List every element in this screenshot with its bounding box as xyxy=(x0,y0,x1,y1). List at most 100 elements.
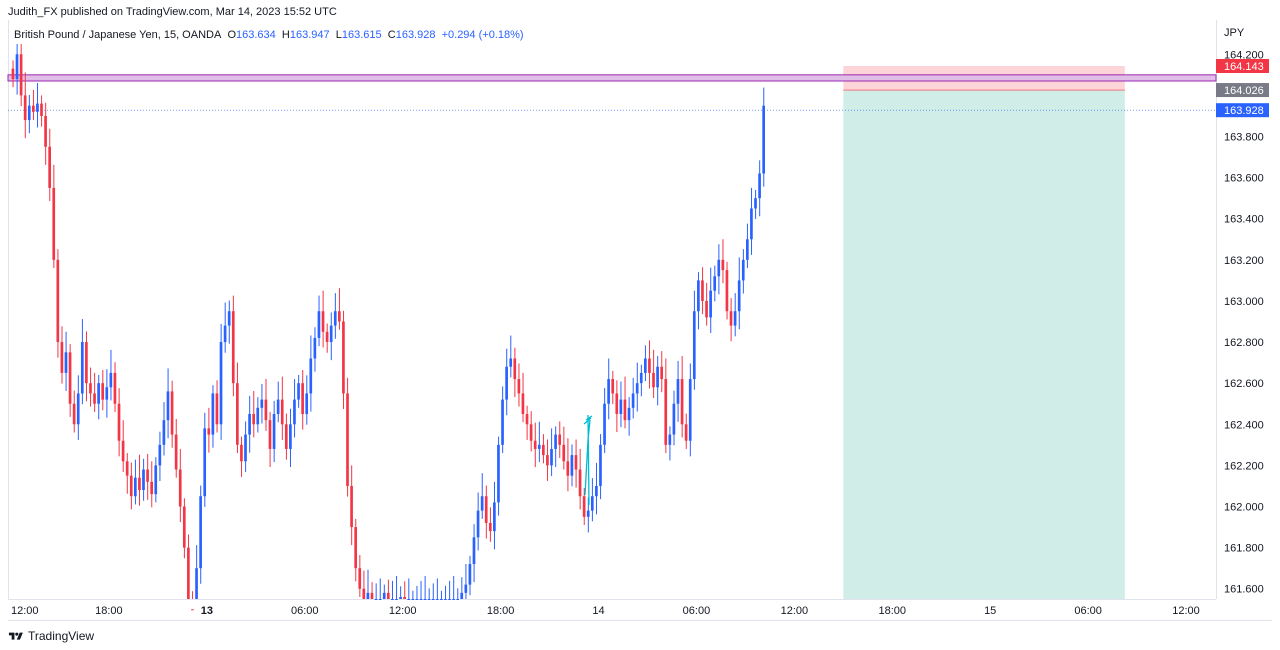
candle-body xyxy=(113,372,117,404)
candle-body xyxy=(521,393,525,414)
drawing-annotation xyxy=(583,414,593,506)
candle-body xyxy=(623,399,627,421)
candle-body xyxy=(741,259,745,281)
candle-body xyxy=(244,434,247,462)
candle-body xyxy=(574,455,578,470)
candle-body xyxy=(631,393,635,408)
candle-body xyxy=(309,358,313,394)
candle-body xyxy=(717,259,721,277)
price-label-box xyxy=(1216,58,1269,73)
change-value: +0.294 (+0.18%) xyxy=(441,29,524,41)
candle-body xyxy=(415,599,419,600)
candle-body xyxy=(599,444,602,486)
candle-body xyxy=(23,95,27,121)
candle-body xyxy=(268,420,272,449)
candle-body xyxy=(60,342,64,373)
candle-body xyxy=(48,146,51,188)
candle-body xyxy=(338,311,341,322)
candle-body xyxy=(27,105,31,121)
candle-body xyxy=(746,239,749,260)
candle-body xyxy=(378,599,382,600)
high-label: H xyxy=(281,29,290,41)
time-tick-label: 12:00 xyxy=(781,605,809,617)
low-label: L xyxy=(335,29,342,41)
candle-body xyxy=(215,393,219,425)
candle-body xyxy=(603,403,606,445)
candle-body xyxy=(182,506,186,548)
candle-body xyxy=(750,208,753,240)
candle-body xyxy=(423,599,427,600)
candle-body xyxy=(223,325,227,343)
candle-body xyxy=(178,469,182,507)
candle-body xyxy=(354,527,357,569)
candle-body xyxy=(199,496,202,569)
candle-body xyxy=(444,599,447,600)
candle-body xyxy=(533,440,537,449)
candle-body xyxy=(725,270,729,312)
candle-body xyxy=(56,259,60,343)
candle-body xyxy=(721,259,725,271)
candle-body xyxy=(203,428,207,497)
candle-body xyxy=(80,342,84,394)
tradingview-logo-icon xyxy=(8,632,23,640)
candle-body xyxy=(280,399,284,425)
candle-body xyxy=(313,337,317,359)
open-label: O xyxy=(227,29,236,41)
candle-body xyxy=(709,290,712,318)
candle-body xyxy=(456,599,459,600)
candle-body xyxy=(701,280,704,301)
candle-body xyxy=(72,403,76,425)
candle-body xyxy=(546,455,549,466)
candle-body xyxy=(635,383,639,394)
candle-body xyxy=(305,393,309,414)
time-tick-label: 14 xyxy=(592,605,604,617)
candle-body xyxy=(227,311,231,326)
candle-body xyxy=(395,599,398,600)
candle-body xyxy=(729,311,733,326)
candle-body xyxy=(301,383,304,414)
candle-body xyxy=(370,592,374,599)
candle-body xyxy=(297,383,300,400)
candle-body xyxy=(566,461,570,476)
close-label: C xyxy=(387,29,396,41)
candle-body xyxy=(248,414,251,435)
candle-body xyxy=(374,599,378,600)
time-tick-label: 13 xyxy=(201,605,213,617)
candle-body xyxy=(97,383,100,404)
candle-body xyxy=(272,414,276,449)
candle-body xyxy=(619,399,623,414)
candle-body xyxy=(684,424,688,441)
candle-body xyxy=(211,393,215,435)
candle-body xyxy=(40,103,43,116)
candle-body xyxy=(542,444,545,456)
price-tick-label: 163.600 xyxy=(1224,173,1264,185)
candle-body xyxy=(411,599,415,600)
candle-body xyxy=(435,599,439,600)
candle-body xyxy=(668,434,672,445)
candle-body xyxy=(644,358,647,373)
candle-body xyxy=(419,599,423,600)
candle-body xyxy=(101,383,105,400)
candle-body xyxy=(105,387,109,400)
candle-body xyxy=(672,403,676,435)
candle-body xyxy=(660,366,663,380)
time-tick-label: 12:00 xyxy=(389,605,417,617)
resistance-band xyxy=(7,74,1217,82)
candle-body xyxy=(138,477,141,491)
candle-body xyxy=(493,502,496,532)
candle-body xyxy=(501,399,504,445)
candle-body xyxy=(737,280,741,312)
candle-body xyxy=(219,342,223,425)
candle-body xyxy=(333,311,337,326)
candle-body xyxy=(289,424,292,449)
candle-body xyxy=(236,383,239,445)
price-label-text: 164.143 xyxy=(1224,61,1264,73)
candle-body xyxy=(558,434,561,445)
candle-body xyxy=(117,403,121,441)
candle-body xyxy=(174,434,178,470)
low-value: 163.615 xyxy=(341,29,382,41)
price-tick-label: 162.600 xyxy=(1224,378,1264,390)
candle-body xyxy=(464,584,468,593)
candle-body xyxy=(382,592,386,599)
